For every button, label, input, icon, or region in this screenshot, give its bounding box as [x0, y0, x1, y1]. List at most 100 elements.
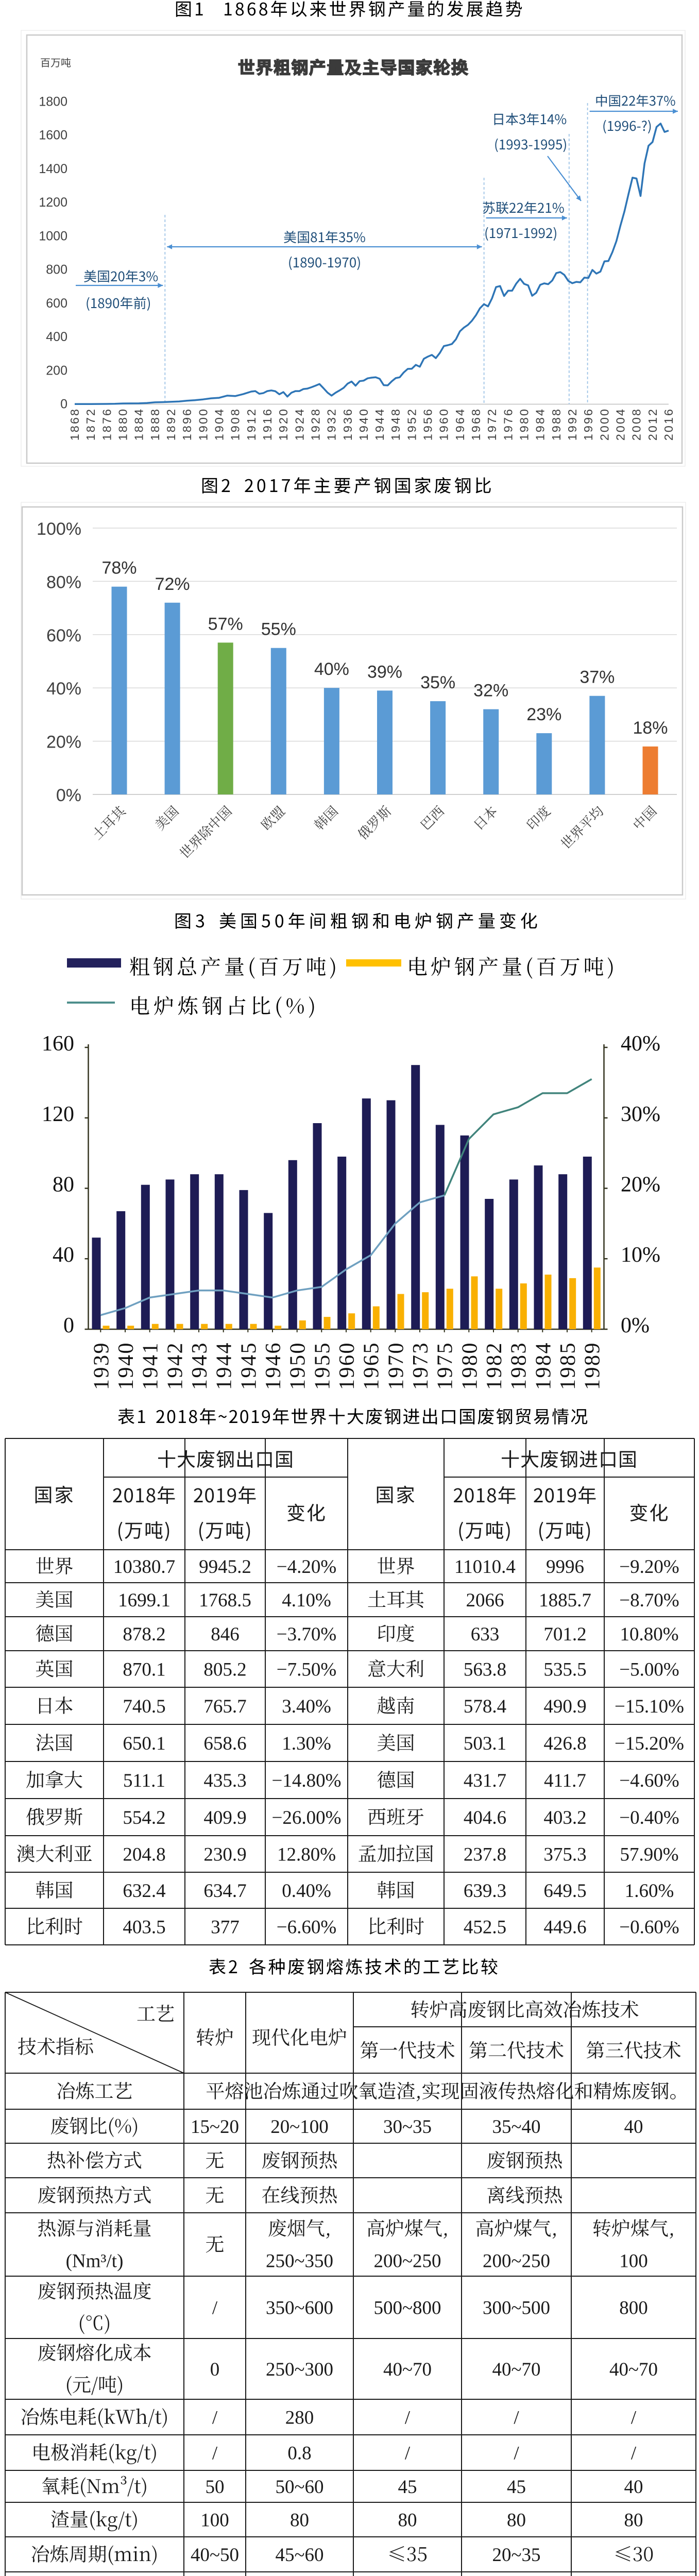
svg-text:800: 800 — [46, 263, 67, 277]
svg-text:1975: 1975 — [434, 1342, 457, 1390]
svg-text:511.1: 511.1 — [123, 1770, 165, 1791]
svg-text:2066: 2066 — [466, 1590, 504, 1611]
svg-text:78%: 78% — [101, 558, 137, 578]
svg-text:35~40: 35~40 — [492, 2116, 540, 2138]
svg-text:45: 45 — [507, 2477, 526, 2498]
svg-text:1985: 1985 — [556, 1342, 580, 1390]
svg-text:1920: 1920 — [277, 408, 290, 440]
svg-text:9996: 9996 — [546, 1556, 584, 1578]
svg-text:1973: 1973 — [409, 1342, 433, 1390]
svg-text:740.5: 740.5 — [123, 1696, 165, 1717]
svg-text:/: / — [514, 2443, 519, 2464]
svg-text:1946: 1946 — [262, 1342, 285, 1390]
svg-text:765.7: 765.7 — [203, 1696, 246, 1717]
svg-text:40~70: 40~70 — [609, 2359, 658, 2380]
svg-text:563.8: 563.8 — [464, 1659, 506, 1681]
svg-text:80%: 80% — [46, 572, 81, 592]
svg-text:−9.20%: −9.20% — [619, 1556, 679, 1578]
svg-text:1996: 1996 — [582, 408, 595, 440]
svg-text:1916: 1916 — [261, 408, 274, 440]
svg-text:1.60%: 1.60% — [625, 1880, 674, 1902]
svg-text:1908: 1908 — [229, 408, 242, 440]
svg-text:600: 600 — [46, 296, 67, 311]
svg-text:40~70: 40~70 — [383, 2359, 432, 2380]
svg-text:80: 80 — [53, 1173, 74, 1197]
svg-text:490.9: 490.9 — [543, 1696, 586, 1717]
svg-text:250~300: 250~300 — [266, 2359, 333, 2380]
svg-text:3.40%: 3.40% — [282, 1696, 331, 1717]
svg-text:1912: 1912 — [245, 408, 258, 440]
svg-text:800: 800 — [619, 2298, 648, 2319]
svg-text:449.6: 449.6 — [543, 1917, 586, 1938]
svg-text:2016: 2016 — [662, 408, 675, 440]
svg-text:100: 100 — [619, 2251, 648, 2272]
svg-text:1892: 1892 — [164, 408, 178, 440]
svg-text:403.5: 403.5 — [123, 1917, 165, 1938]
svg-text:1876: 1876 — [100, 408, 113, 440]
svg-text:1972: 1972 — [485, 408, 499, 440]
svg-text:4.10%: 4.10% — [282, 1590, 331, 1611]
svg-text:/: / — [212, 2408, 218, 2429]
svg-text:40%: 40% — [46, 679, 81, 699]
svg-text:−8.70%: −8.70% — [619, 1590, 679, 1611]
svg-text:535.5: 535.5 — [543, 1659, 586, 1681]
svg-text:40: 40 — [53, 1243, 74, 1267]
svg-text:−15.10%: −15.10% — [615, 1696, 684, 1717]
svg-text:1955: 1955 — [311, 1342, 334, 1390]
svg-text:1982: 1982 — [483, 1342, 506, 1390]
svg-text:1950: 1950 — [286, 1342, 310, 1390]
svg-text:80: 80 — [398, 2510, 417, 2531]
svg-text:1965: 1965 — [360, 1342, 384, 1390]
svg-text:1952: 1952 — [405, 408, 418, 440]
svg-text:403.2: 403.2 — [543, 1807, 586, 1828]
svg-text:80: 80 — [624, 2510, 643, 2531]
svg-text:0%: 0% — [621, 1314, 650, 1337]
svg-text:/: / — [631, 2443, 637, 2464]
svg-text:−14.80%: −14.80% — [272, 1770, 342, 1791]
svg-text:60%: 60% — [46, 626, 81, 646]
svg-text:−4.20%: −4.20% — [277, 1556, 336, 1578]
svg-text:80: 80 — [290, 2510, 309, 2531]
svg-text:1900: 1900 — [196, 408, 210, 440]
svg-text:11010.4: 11010.4 — [454, 1556, 516, 1578]
svg-text:1880: 1880 — [116, 408, 130, 440]
svg-text:2008: 2008 — [630, 408, 643, 440]
svg-text:554.2: 554.2 — [123, 1807, 165, 1828]
svg-text:40%: 40% — [314, 659, 349, 679]
svg-text:1945: 1945 — [237, 1342, 261, 1390]
svg-text:50~60: 50~60 — [275, 2477, 323, 2498]
svg-text:0.40%: 0.40% — [282, 1880, 331, 1902]
svg-text:−15.20%: −15.20% — [615, 1733, 684, 1754]
svg-text:377: 377 — [211, 1917, 240, 1938]
svg-text:230.9: 230.9 — [203, 1844, 246, 1866]
svg-text:1980: 1980 — [518, 408, 531, 440]
svg-text:846: 846 — [211, 1624, 240, 1645]
svg-text:1944: 1944 — [213, 1342, 236, 1390]
svg-text:−26.00%: −26.00% — [272, 1807, 342, 1828]
svg-text:−0.60%: −0.60% — [619, 1917, 679, 1938]
svg-text:55%: 55% — [261, 620, 296, 639]
svg-text:57.90%: 57.90% — [620, 1844, 678, 1866]
svg-text:12.80%: 12.80% — [277, 1844, 336, 1866]
svg-text:100: 100 — [200, 2510, 229, 2531]
svg-text:/: / — [405, 2408, 411, 2429]
svg-text:−6.60%: −6.60% — [277, 1917, 336, 1938]
svg-text:1940: 1940 — [357, 408, 370, 440]
svg-text:100%: 100% — [37, 519, 81, 539]
svg-text:1968: 1968 — [469, 408, 483, 440]
svg-text:452.5: 452.5 — [464, 1917, 506, 1938]
svg-text:1989: 1989 — [581, 1342, 605, 1390]
svg-text:1904: 1904 — [213, 408, 226, 440]
svg-text:1868: 1868 — [68, 408, 81, 440]
svg-text:0: 0 — [63, 1314, 74, 1337]
svg-text:639.3: 639.3 — [464, 1880, 506, 1902]
svg-text:39%: 39% — [367, 662, 402, 682]
svg-text:120: 120 — [42, 1103, 74, 1126]
svg-text:1970: 1970 — [384, 1342, 408, 1390]
svg-text:411.7: 411.7 — [544, 1770, 586, 1791]
svg-text:80: 80 — [507, 2510, 526, 2531]
svg-text:404.6: 404.6 — [464, 1807, 506, 1828]
svg-text:10380.7: 10380.7 — [113, 1556, 175, 1578]
svg-text:1600: 1600 — [39, 128, 67, 143]
svg-text:200~250: 200~250 — [373, 2251, 441, 2272]
